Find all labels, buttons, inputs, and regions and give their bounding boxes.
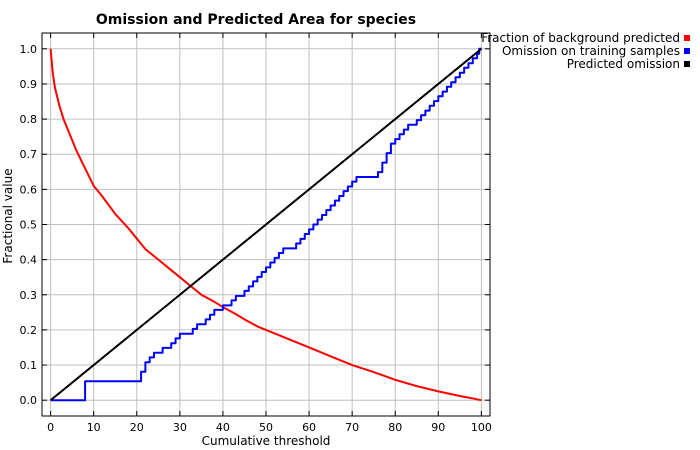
y-tick-label: 0.3	[20, 289, 38, 302]
x-tick-label: 60	[302, 421, 316, 434]
legend-swatch-fraction-of-background-predicted	[684, 35, 690, 41]
y-tick-label: 0.1	[20, 359, 38, 372]
x-tick-label: 50	[259, 421, 273, 434]
y-tick-label: 0.2	[20, 324, 38, 337]
x-tick-label: 20	[130, 421, 144, 434]
y-tick-label: 0.0	[20, 394, 38, 407]
legend-swatch-omission-on-training-samples	[684, 48, 690, 54]
axis-ticks: 0 10 20 30 40 50 60 70 80 90 100 0.0 0.1 0.2 0.3 0.4 0.5…	[20, 33, 492, 434]
x-tick-label: 40	[216, 421, 230, 434]
y-tick-label: 1.0	[20, 43, 38, 56]
plot-series	[49, 47, 483, 402]
legend-swatch-predicted-omission	[684, 61, 690, 67]
x-tick-label: 0	[47, 421, 54, 434]
chart-title: Omission and Predicted Area for species	[96, 12, 416, 28]
series-line-omission-on-training-samples	[50, 47, 482, 402]
y-tick-label: 0.7	[20, 148, 38, 161]
legend-label-predicted-omission: Predicted omission	[567, 57, 680, 71]
y-tick-label: 0.9	[20, 78, 38, 91]
y-tick-label: 0.6	[20, 183, 38, 196]
x-tick-label: 10	[87, 421, 101, 434]
x-tick-label: 100	[471, 421, 492, 434]
series-line-predicted-omission	[49, 48, 483, 401]
legend: Fraction of background predictedOmission…	[481, 31, 690, 71]
y-tick-label: 0.5	[20, 219, 38, 232]
y-axis-label: Fractional value	[1, 168, 15, 263]
x-axis-label: Cumulative threshold	[202, 434, 331, 448]
legend-label-fraction-of-background-predicted: Fraction of background predicted	[481, 31, 680, 45]
series-line-fraction-of-background-predicted	[49, 48, 482, 402]
x-tick-label: 80	[388, 421, 402, 434]
x-tick-label: 30	[173, 421, 187, 434]
y-tick-label: 0.4	[20, 254, 38, 267]
x-tick-label: 90	[431, 421, 445, 434]
y-tick-label: 0.8	[20, 113, 38, 126]
legend-label-omission-on-training-samples: Omission on training samples	[502, 44, 680, 58]
x-tick-label: 70	[345, 421, 359, 434]
